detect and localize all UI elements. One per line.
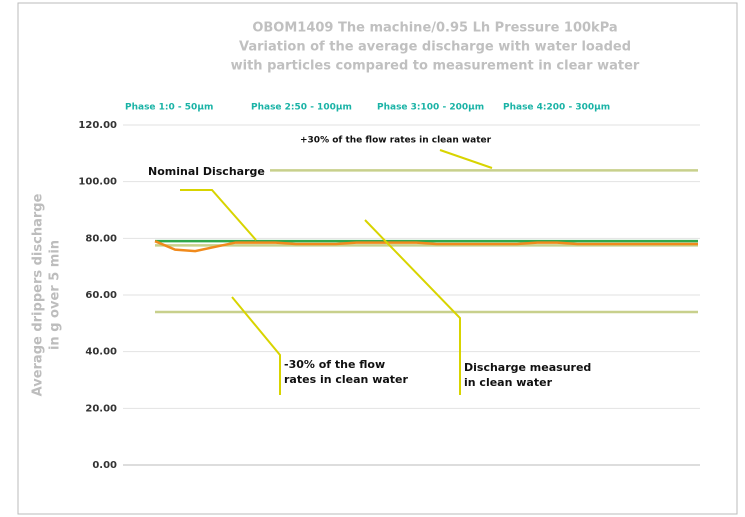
annotation: rates in clean water — [284, 373, 409, 386]
annotation: Discharge measured — [464, 361, 591, 374]
y-tick-label: 40.00 — [85, 347, 117, 358]
y-axis-label: in g over 5 min — [48, 240, 63, 350]
arrow — [231, 296, 281, 395]
annotation-arrows — [180, 149, 493, 395]
arrow — [439, 149, 493, 169]
y-tick-label: 0.00 — [92, 460, 117, 471]
annotation: +30% of the flow rates in clean water — [300, 136, 492, 146]
arrow — [180, 189, 257, 241]
annotation: in clean water — [464, 376, 553, 389]
annotation: -30% of the flow — [284, 358, 385, 371]
chart-title: Variation of the average discharge with … — [239, 40, 631, 55]
y-tick-label: 80.00 — [85, 233, 117, 244]
phase-label: Phase 1:0 - 50µm — [125, 103, 213, 113]
frame — [17, 2, 738, 515]
y-axis-label: Average drippers discharge — [31, 193, 46, 396]
data-line — [154, 240, 698, 253]
phase-label: Phase 2:50 - 100µm — [251, 103, 352, 113]
y-tick-label: 60.00 — [85, 290, 117, 301]
arrow — [364, 219, 461, 395]
annotation: Nominal Discharge — [148, 165, 265, 178]
y-tick-label: 100.00 — [78, 177, 117, 188]
phase-label: Phase 3:100 - 200µm — [377, 103, 484, 113]
chart-title: OBOM1409 The machine/0.95 Lh Pressure 10… — [252, 21, 617, 36]
chart-title: with particles compared to measurement i… — [231, 59, 640, 74]
y-tick-label: 120.00 — [78, 120, 117, 131]
phase-label: Phase 4:200 - 300µm — [503, 103, 610, 113]
y-tick-label: 20.00 — [85, 403, 117, 414]
